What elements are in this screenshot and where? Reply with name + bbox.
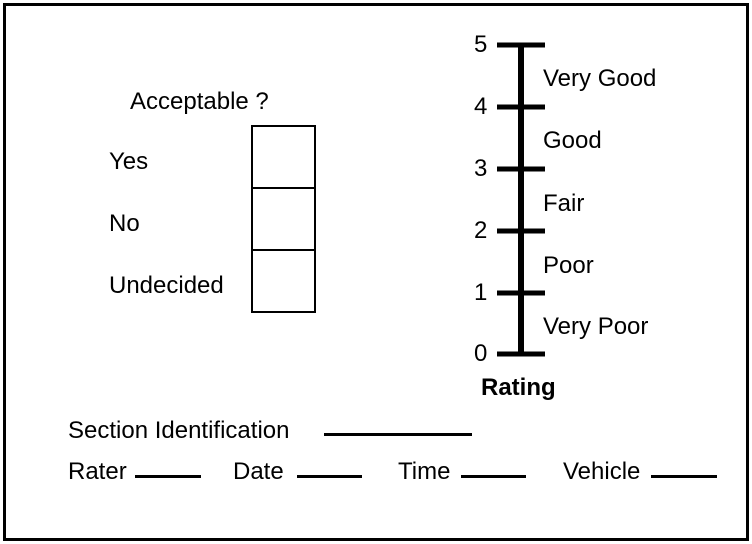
rating-descriptor-very-good: Very Good (543, 65, 657, 92)
section-identification-label: Section Identification (68, 417, 290, 444)
rater-blank[interactable] (135, 475, 201, 478)
rating-number-2: 2 (474, 217, 488, 244)
rating-descriptor-fair: Fair (543, 190, 585, 217)
rating-number-1: 1 (474, 279, 488, 306)
vehicle-blank[interactable] (651, 475, 717, 478)
time-label: Time (398, 458, 451, 485)
date-label: Date (233, 458, 284, 485)
rating-number-5: 5 (474, 31, 488, 58)
rating-number-4: 4 (474, 93, 488, 120)
section-identification-blank[interactable] (324, 433, 472, 436)
rating-descriptor-poor: Poor (543, 252, 594, 279)
option-yes-label: Yes (109, 148, 149, 175)
option-no-label: No (109, 210, 140, 237)
time-blank[interactable] (461, 475, 526, 478)
rating-number-0: 0 (474, 340, 488, 367)
rating-descriptor-very-poor: Very Poor (543, 313, 649, 340)
form-border (3, 3, 749, 541)
option-undecided-label: Undecided (109, 272, 224, 299)
rater-label: Rater (68, 458, 127, 485)
rating-label: Rating (481, 374, 556, 401)
rating-descriptor-good: Good (543, 127, 602, 154)
rating-number-3: 3 (474, 155, 488, 182)
vehicle-label: Vehicle (563, 458, 641, 485)
date-blank[interactable] (297, 475, 362, 478)
undecided-checkbox[interactable] (251, 249, 316, 313)
acceptable-title: Acceptable ? (130, 88, 269, 115)
